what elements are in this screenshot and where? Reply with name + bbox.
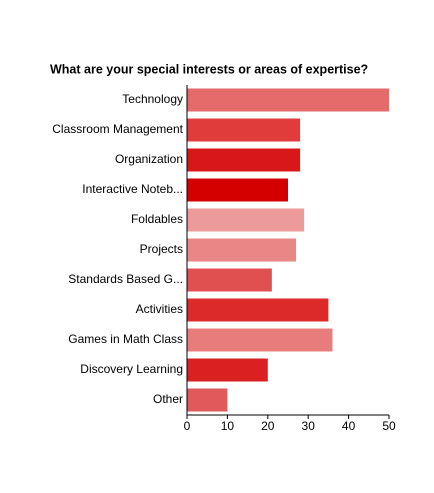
x-tick-label: 10 — [221, 419, 235, 433]
bar — [187, 268, 272, 292]
y-tick-label: Foldables — [131, 212, 183, 226]
bar — [187, 238, 297, 262]
y-tick-label: Discovery Learning — [80, 362, 183, 376]
y-tick-label: Projects — [140, 242, 183, 256]
bar — [187, 208, 305, 232]
bar — [187, 88, 389, 112]
bar — [187, 298, 329, 322]
bar — [187, 388, 228, 412]
y-tick-label: Other — [153, 392, 183, 406]
bar — [187, 328, 333, 352]
y-tick-label: Interactive Noteb... — [82, 182, 183, 196]
x-tick-label: 0 — [184, 419, 191, 433]
bar — [187, 118, 301, 142]
bar — [187, 148, 301, 172]
y-tick-label: Classroom Management — [52, 122, 183, 136]
x-tick-label: 30 — [302, 419, 316, 433]
y-tick-label: Games in Math Class — [68, 332, 183, 346]
bar — [187, 178, 288, 202]
bar — [187, 358, 268, 382]
x-tick-label: 50 — [382, 419, 396, 433]
x-tick-label: 20 — [261, 419, 275, 433]
y-tick-label: Organization — [115, 152, 183, 166]
x-tick-label: 40 — [342, 419, 356, 433]
y-tick-label: Technology — [122, 92, 183, 106]
y-tick-label: Standards Based G... — [68, 272, 183, 286]
chart-title: What are your special interests or areas… — [50, 62, 368, 76]
y-tick-label: Activities — [136, 302, 183, 316]
